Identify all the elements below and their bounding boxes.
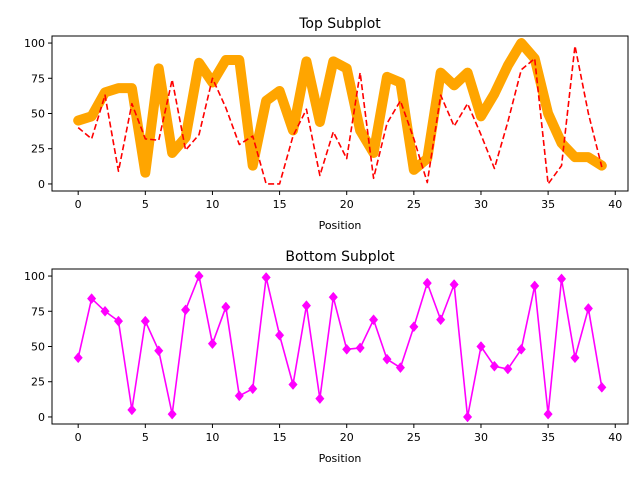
bottom-ticks: 0 5 10 15 20 25 30 35 40 0 25 50 75 100 <box>24 270 622 444</box>
top-x-tick-label: 0 <box>75 198 82 211</box>
bottom-data-point-diamond <box>127 404 137 416</box>
bottom-x-tick-label: 0 <box>75 431 82 444</box>
bottom-data-point-diamond <box>570 352 580 364</box>
bottom-data-point-diamond <box>154 345 164 357</box>
bottom-data-point-diamond <box>113 315 124 327</box>
top-y-tick-label: 50 <box>31 108 45 121</box>
bottom-data-point-diamond <box>422 277 432 289</box>
bottom-x-axis-label: Position <box>319 452 362 465</box>
bottom-data-point-diamond <box>140 315 150 327</box>
bottom-data-point-diamond <box>436 314 446 326</box>
top-x-tick-label: 10 <box>205 198 219 211</box>
bottom-subplot: Bottom Subplot Position 0 5 10 15 20 25 30 35 40… <box>24 249 629 465</box>
top-x-axis-label: Position <box>319 219 362 232</box>
bottom-data-point-diamond <box>328 291 338 303</box>
bottom-x-tick-label: 30 <box>474 431 488 444</box>
top-x-tick-label: 40 <box>608 198 622 211</box>
bottom-x-tick-label: 15 <box>273 431 287 444</box>
top-subplot-title: Top Subplot <box>298 16 381 32</box>
bottom-data-point-diamond <box>73 352 83 364</box>
bottom-data-point-diamond <box>234 390 244 402</box>
bottom-axes-frame <box>51 268 629 425</box>
top-y-tick-label: 75 <box>31 72 45 85</box>
top-axes-frame <box>51 35 629 192</box>
bottom-data-point-diamond <box>462 411 473 423</box>
bottom-data-point-diamond <box>288 379 298 390</box>
top-x-tick-label: 5 <box>142 198 149 211</box>
bottom-data-point-diamond <box>368 314 379 326</box>
bottom-data-point-diamond <box>87 293 97 304</box>
bottom-data-point-diamond <box>597 381 607 393</box>
bottom-y-tick-label: 0 <box>38 411 45 424</box>
top-x-tick-label: 25 <box>407 198 421 211</box>
top-y-tick-label: 100 <box>24 37 45 50</box>
bottom-data-point-diamond <box>342 343 352 355</box>
top-x-tick-label: 30 <box>474 198 488 211</box>
bottom-data-point-diamond <box>395 362 405 374</box>
bottom-data-point-diamond <box>449 279 459 290</box>
bottom-x-tick-label: 10 <box>205 431 219 444</box>
bottom-data-point-diamond <box>194 270 204 282</box>
bottom-y-tick-label: 25 <box>31 376 45 389</box>
bottom-data-point-diamond <box>355 342 365 354</box>
top-x-tick-label: 35 <box>541 198 555 211</box>
top-series-dashed-line <box>77 45 603 185</box>
bottom-data-point-diamond <box>261 272 271 283</box>
bottom-series-line <box>77 275 603 418</box>
bottom-data-point-diamond <box>476 341 486 352</box>
bottom-data-point-diamond <box>167 408 177 420</box>
top-subplot: Top Subplot Position 0 5 10 15 20 25 30 35 40 0 25… <box>24 16 629 232</box>
bottom-data-point-diamond <box>583 303 593 314</box>
bottom-data-point-diamond <box>275 329 285 341</box>
bottom-subplot-title: Bottom Subplot <box>285 249 395 265</box>
bottom-x-tick-label: 20 <box>340 431 354 444</box>
bottom-data-point-diamond <box>409 321 419 333</box>
bottom-data-point-diamond <box>100 305 110 317</box>
bottom-data-point-diamond <box>530 280 540 292</box>
bottom-x-tick-label: 5 <box>142 431 149 444</box>
bottom-data-point-diamond <box>315 393 325 405</box>
bottom-data-point-diamond <box>503 363 513 375</box>
top-x-tick-label: 20 <box>340 198 354 211</box>
bottom-data-point-diamond <box>221 301 231 313</box>
bottom-data-point-diamond <box>248 383 258 395</box>
bottom-y-tick-label: 75 <box>31 305 45 318</box>
bottom-y-tick-label: 50 <box>31 341 45 354</box>
bottom-data-point-diamond <box>516 343 526 355</box>
bottom-x-tick-label: 35 <box>541 431 555 444</box>
top-ticks: 0 5 10 15 20 25 30 35 40 0 25 50 75 100 <box>24 37 622 211</box>
bottom-data-point-diamond <box>181 304 191 316</box>
bottom-series-layer <box>73 270 607 423</box>
bottom-data-point-diamond <box>382 353 392 365</box>
top-y-tick-label: 25 <box>31 143 45 156</box>
bottom-data-point-diamond <box>556 273 567 285</box>
bottom-x-tick-label: 40 <box>608 431 622 444</box>
top-x-tick-label: 15 <box>273 198 287 211</box>
bottom-y-tick-label: 100 <box>24 270 45 283</box>
top-series-layer <box>73 38 607 185</box>
bottom-data-point-diamond <box>207 338 218 350</box>
bottom-data-point-diamond <box>543 408 553 420</box>
top-y-tick-label: 0 <box>38 178 45 191</box>
bottom-data-point-diamond <box>489 360 499 372</box>
bottom-data-point-diamond <box>301 300 312 312</box>
bottom-x-tick-label: 25 <box>407 431 421 444</box>
